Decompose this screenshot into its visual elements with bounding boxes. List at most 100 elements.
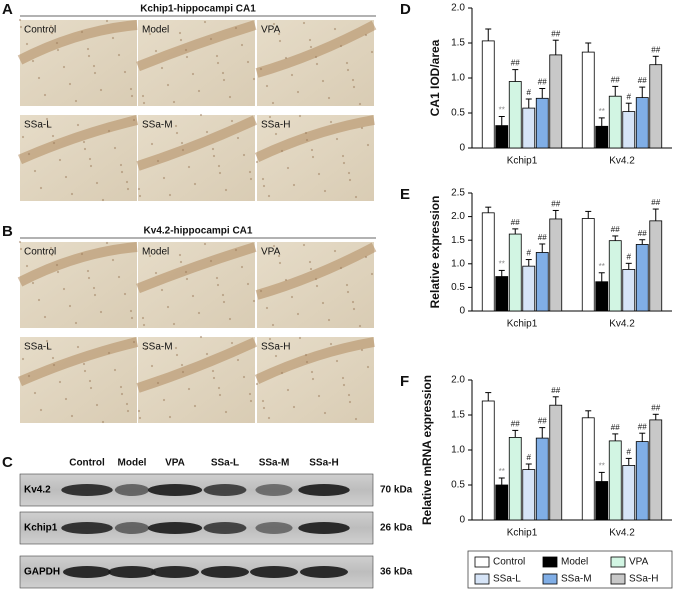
cell (49, 24, 53, 28)
cell (277, 254, 281, 258)
bar (549, 54, 563, 149)
cell (178, 253, 182, 257)
cell (221, 71, 225, 75)
cell (51, 134, 55, 138)
cell (305, 360, 309, 364)
cell (277, 32, 281, 36)
cell (50, 253, 54, 257)
bar (581, 417, 595, 521)
cell (179, 260, 183, 264)
cell (224, 188, 228, 192)
blot-band (203, 522, 247, 534)
image-label: SSa-M (142, 120, 173, 131)
significance: ## (638, 76, 647, 85)
cell (19, 25, 23, 29)
cell (166, 83, 170, 87)
bar (495, 125, 509, 149)
blot-band (108, 566, 156, 578)
cell (272, 244, 276, 248)
cell (82, 362, 86, 366)
legend-swatch (474, 556, 490, 568)
significance: ** (599, 262, 605, 271)
size-label: 36 kDa (380, 567, 413, 578)
cell (43, 93, 47, 97)
significance: ## (651, 403, 660, 412)
cell (125, 402, 129, 406)
cell (212, 154, 216, 158)
cell (199, 113, 203, 117)
significance: ## (611, 76, 620, 85)
bar (522, 107, 536, 149)
y-axis-label: CA1 IOD/area (428, 39, 442, 116)
legend-swatch (542, 573, 558, 585)
image-label: SSa-H (261, 120, 290, 131)
significance: ** (499, 467, 505, 476)
cell (310, 148, 314, 152)
significance: ## (511, 59, 520, 68)
cell (230, 341, 234, 345)
cell (242, 375, 246, 379)
cell (246, 60, 250, 64)
cell (302, 21, 306, 25)
cell (123, 70, 127, 74)
bar (508, 233, 522, 312)
blot-band (255, 484, 293, 496)
cell (148, 254, 152, 258)
cell (249, 399, 253, 403)
bar (508, 436, 522, 521)
panel-letter: E (400, 186, 410, 203)
image-label: SSa-L (24, 120, 52, 131)
cell (259, 289, 263, 293)
cell (93, 71, 97, 75)
cell (150, 142, 154, 146)
cell (58, 158, 62, 162)
cell (335, 137, 339, 141)
cell (321, 301, 325, 305)
bar (495, 484, 509, 521)
cell (346, 290, 350, 294)
lane-label: Model (118, 458, 147, 469)
y-tick-label: 1.5 (451, 235, 465, 246)
cell (33, 169, 37, 173)
stained-layer (18, 337, 139, 387)
blot-band (151, 566, 199, 578)
cell (352, 85, 356, 89)
cell (197, 311, 201, 315)
y-tick-label: 1.0 (451, 73, 465, 84)
cell (93, 293, 97, 297)
cell (348, 400, 352, 404)
cell (55, 41, 59, 45)
legend-box (467, 550, 673, 589)
cell (80, 30, 84, 34)
cell (86, 47, 90, 51)
bar (549, 404, 563, 521)
cell (83, 147, 87, 151)
cell (230, 119, 234, 123)
panel-title: Kchip1-hippocampi CA1 (140, 4, 256, 15)
cell (111, 258, 115, 262)
cell (193, 404, 197, 408)
bar (635, 97, 649, 149)
cell (346, 68, 350, 72)
cell (168, 193, 172, 197)
cell (354, 195, 358, 199)
cell (327, 318, 331, 322)
cell (323, 189, 327, 193)
cell (76, 345, 80, 349)
cell (317, 172, 321, 176)
cell (364, 255, 368, 259)
size-label: 70 kDa (380, 485, 413, 496)
cell (126, 409, 130, 413)
cell (335, 359, 339, 363)
significance: # (627, 448, 632, 457)
lane-label: Control (69, 458, 105, 469)
cell (154, 49, 158, 53)
cell (68, 82, 72, 86)
cell (248, 392, 252, 396)
cell (27, 152, 31, 156)
cell (228, 317, 232, 321)
cell (185, 277, 189, 281)
bar (481, 212, 495, 312)
cell (321, 79, 325, 83)
cell (172, 322, 176, 326)
